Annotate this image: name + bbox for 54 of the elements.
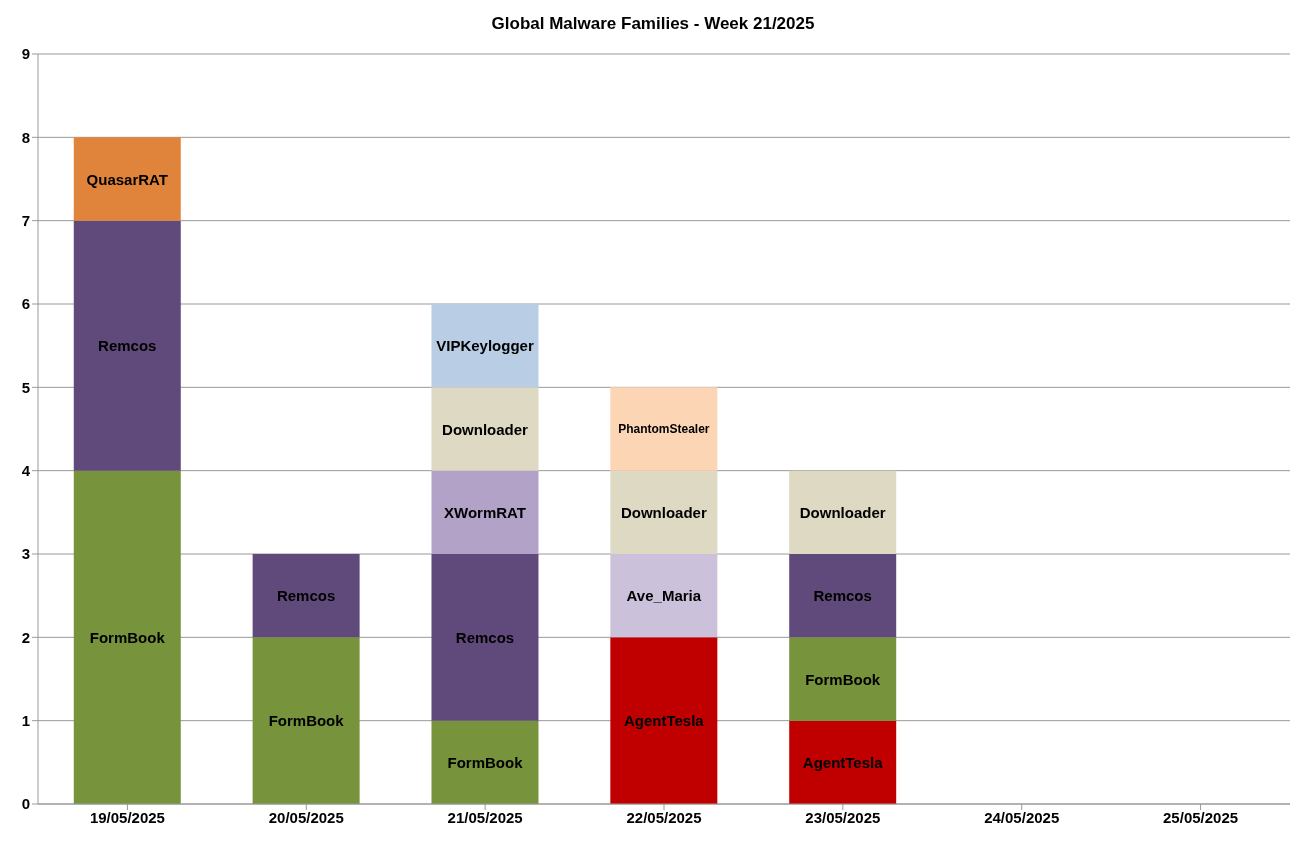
chart-title: Global Malware Families - Week 21/2025: [490, 13, 816, 35]
bar: [610, 387, 718, 471]
bar: [73, 220, 181, 471]
series-label: Remcos: [813, 587, 872, 605]
x-tick-label: 19/05/2025: [89, 808, 165, 826]
series-label: PhantomStealer: [618, 422, 710, 436]
text: Downloader: [799, 503, 886, 521]
bar: [252, 554, 360, 638]
bar: [610, 554, 718, 638]
y-tick-label: 7: [21, 211, 30, 229]
x-tick-label: 22/05/2025: [626, 808, 702, 826]
text: Remcos: [98, 337, 157, 355]
bar: [431, 304, 539, 388]
bar: [610, 470, 718, 554]
y-tick-label: 9: [21, 45, 30, 63]
y-tick-label: 0: [21, 795, 30, 813]
x-tick-label: 24/05/2025: [984, 808, 1060, 826]
bar: [73, 137, 181, 221]
bar: [610, 637, 718, 804]
series-label: QuasarRAT: [86, 170, 168, 188]
y-tick-label: 4: [21, 461, 31, 479]
text: AgentTesla: [802, 753, 883, 771]
series-label: VIPKeylogger: [436, 337, 534, 355]
y-tick-label: 2: [21, 628, 30, 646]
series-label: XWormRAT: [444, 503, 526, 521]
text: FormBook: [268, 712, 344, 730]
series-label: FormBook: [89, 628, 166, 646]
x-tick-label: 20/05/2025: [268, 808, 344, 826]
bar: [789, 637, 897, 721]
bar: [431, 554, 539, 721]
bar: [789, 554, 897, 638]
bar: [431, 387, 539, 471]
x-tick-label: 21/05/2025: [447, 808, 523, 826]
text: Downloader: [620, 503, 707, 521]
series-label: AgentTesla: [623, 712, 705, 730]
text: Remcos: [276, 587, 336, 605]
bar: [73, 470, 181, 804]
series-label: Downloader: [442, 420, 529, 438]
y-tick-label: 5: [21, 378, 30, 396]
bar: [252, 637, 360, 804]
text: FormBook: [805, 670, 881, 688]
y-tick-label: 1: [21, 711, 30, 729]
y-tick-label: 8: [21, 128, 30, 146]
bar: [789, 720, 897, 804]
bar: [789, 470, 897, 554]
text: FormBook: [447, 753, 523, 771]
text: Remcos: [455, 628, 515, 646]
bar: [431, 720, 539, 804]
y-tick-label: 3: [21, 545, 30, 563]
series-label: Ave_Maria: [626, 587, 702, 605]
bar: [431, 470, 539, 554]
y-tick-label: 6: [21, 295, 30, 313]
x-tick-label: 23/05/2025: [805, 808, 881, 826]
x-tick-label: 25/05/2025: [1163, 808, 1239, 826]
